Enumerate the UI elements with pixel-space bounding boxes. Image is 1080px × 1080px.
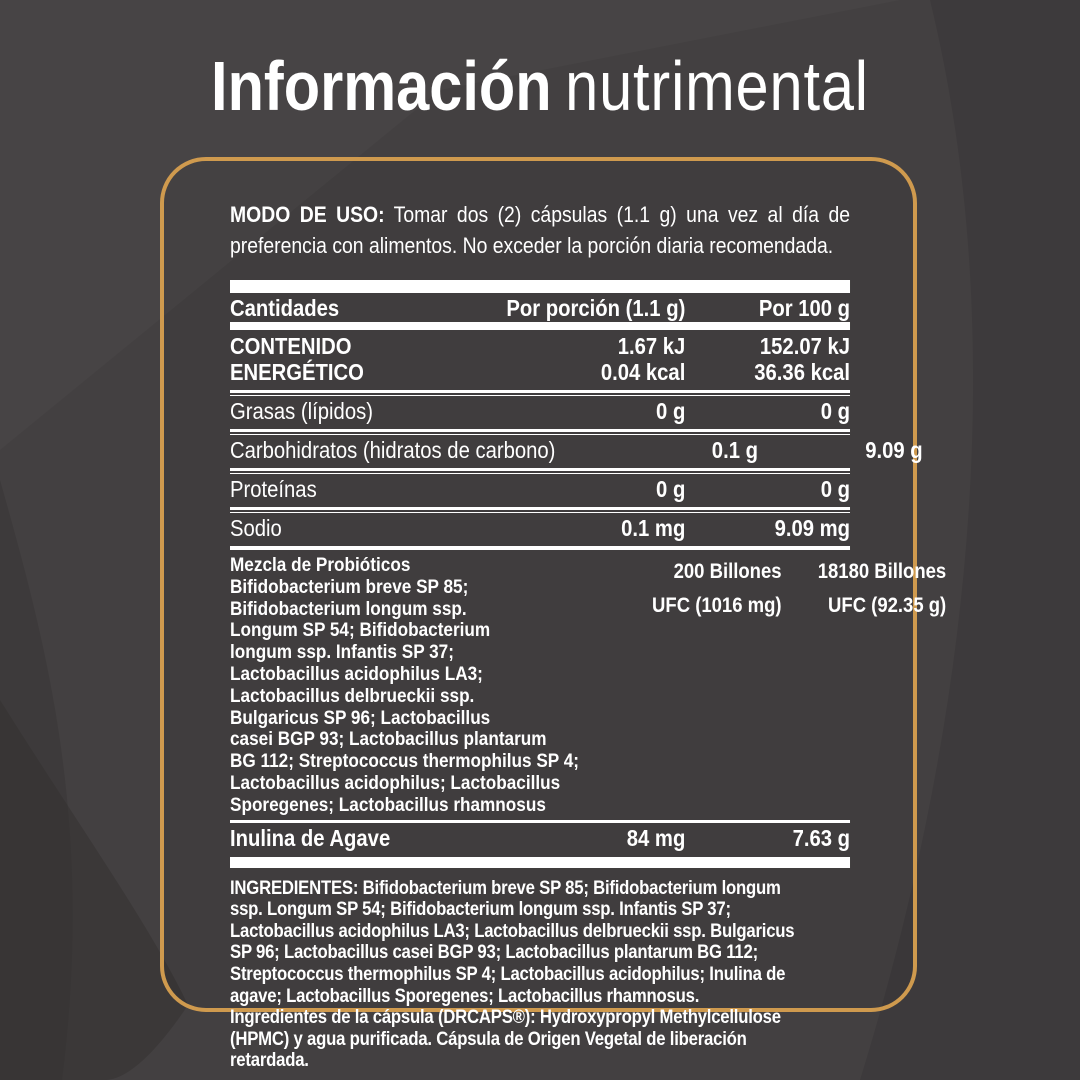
fats-per-serving: 0 g (656, 398, 686, 424)
energy-label: CONTENIDO ENERGÉTICO (230, 333, 364, 385)
header-cantidades: Cantidades (230, 295, 340, 321)
page-title-light: nutrimental (565, 47, 869, 125)
page-title: Información nutrimental (0, 50, 1080, 122)
carbs-label: Carbohidratos (hidratos de carbono) (230, 437, 556, 463)
header-por-porcion: Por porción (1.1 g) (506, 295, 686, 321)
inulin-label: Inulina de Agave (230, 824, 391, 851)
row-separator (230, 507, 851, 513)
table-row-probiotics: Mezcla de Probióticos Bifidobacterium br… (230, 550, 946, 820)
probiotics-per-100g: 18180 Billones UFC (92.35 g) (817, 560, 947, 617)
table-row-inulin: Inulina de Agave 84 mg 7.63 g (230, 823, 850, 855)
table-header-bar (230, 322, 851, 330)
table-top-bar (230, 280, 851, 293)
fats-per-100g: 0 g (820, 398, 851, 424)
table-row-fats: Grasas (lípidos) 0 g 0 g (230, 396, 850, 429)
row-separator-thin (230, 819, 851, 823)
table-bottom-bar (230, 856, 851, 868)
energy-per-100g: 152.07 kJ 36.36 kcal (754, 333, 851, 385)
row-separator (230, 429, 851, 435)
table-header-row: Cantidades Por porción (1.1 g) Por 100 g (230, 293, 850, 322)
table-row-energy: CONTENIDO ENERGÉTICO 1.67 kJ 0.04 kcal 1… (230, 330, 850, 390)
nutrition-facts-card: MODO DE USO: Tomar dos (2) cápsulas (1.1… (160, 157, 946, 1071)
sodium-per-serving: 0.1 mg (621, 515, 686, 541)
nutrition-facts-content: MODO DE USO: Tomar dos (2) cápsulas (1.1… (230, 199, 946, 1072)
row-separator (230, 468, 851, 474)
carbs-per-serving: 0.1 g (711, 437, 758, 463)
usage-text: Tomar dos (2) cápsulas (1.1 g) una vez a… (230, 202, 851, 258)
probiotics-label: Mezcla de Probióticos Bifidobacterium br… (230, 554, 579, 816)
table-row-proteins: Proteínas 0 g 0 g (230, 474, 850, 507)
table-row-sodium: Sodio 0.1 mg 9.09 mg (230, 513, 850, 546)
fats-label: Grasas (lípidos) (230, 398, 373, 424)
usage-instructions: MODO DE USO: Tomar dos (2) cápsulas (1.1… (230, 199, 850, 261)
proteins-per-serving: 0 g (656, 476, 686, 502)
proteins-per-100g: 0 g (820, 476, 851, 502)
page-title-bold: Información (211, 47, 552, 125)
table-row-carbs: Carbohidratos (hidratos de carbono) 0.1 … (230, 435, 923, 468)
inulin-per-serving: 84 mg (626, 824, 686, 851)
header-por-100g: Por 100 g (758, 295, 851, 321)
carbs-per-100g: 9.09 g (865, 437, 923, 463)
row-separator (230, 390, 851, 396)
sodium-label: Sodio (230, 515, 282, 541)
page-title-line: Información nutrimental (211, 50, 869, 122)
usage-label: MODO DE USO: (230, 202, 385, 227)
probiotics-per-serving: 200 Billones UFC (1016 mg) (652, 560, 782, 617)
energy-per-serving: 1.67 kJ 0.04 kcal (600, 333, 686, 385)
row-separator-thick (230, 546, 851, 550)
sodium-per-100g: 9.09 mg (774, 515, 851, 541)
inulin-per-100g: 7.63 g (792, 824, 851, 851)
proteins-label: Proteínas (230, 476, 317, 502)
ingredients-paragraph: INGREDIENTES: Bifidobacterium breve SP 8… (230, 877, 795, 1072)
